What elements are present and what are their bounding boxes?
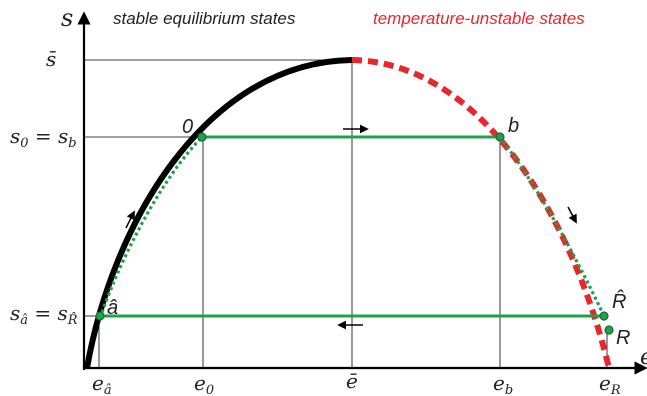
unstable-curve bbox=[351, 57, 612, 369]
point-b-marker bbox=[495, 132, 505, 142]
e-bar-label: ē bbox=[346, 369, 358, 393]
point-R-hat-label: R̂ bbox=[612, 290, 626, 313]
state-points bbox=[95, 132, 614, 335]
x-axis-symbol: e bbox=[640, 345, 647, 370]
eR-label: eR bbox=[599, 371, 621, 396]
point-a-hat-marker bbox=[95, 311, 105, 321]
s0-equals-sb-label: s0 = sb bbox=[10, 124, 77, 151]
stable-curve bbox=[84, 57, 353, 369]
stable-up-arrow-icon bbox=[125, 210, 135, 229]
unstable-states-label: temperature-unstable states bbox=[373, 9, 585, 28]
point-zero-label: 0 bbox=[182, 116, 193, 138]
point-b-label: b bbox=[508, 115, 519, 137]
y-axis-symbol: s bbox=[61, 4, 73, 32]
point-R-hat-marker bbox=[599, 311, 609, 321]
eb-label: eb bbox=[493, 371, 513, 396]
stable-states-label: stable equilibrium states bbox=[113, 9, 296, 28]
reference-lines bbox=[84, 59, 608, 368]
left-dotted-transition bbox=[98, 135, 204, 319]
unstable-down-arrow-icon bbox=[567, 206, 577, 224]
right-dotted-transition bbox=[498, 136, 606, 317]
ea-label: eâ bbox=[92, 371, 112, 396]
e0-label: e0 bbox=[194, 371, 214, 396]
point-R-label: R bbox=[616, 327, 630, 349]
s-bar-label: s̄ bbox=[46, 47, 56, 71]
point-R-marker bbox=[604, 325, 614, 335]
point-zero-marker bbox=[197, 132, 207, 142]
sa-equals-sR-label: sâ = sR̂ bbox=[10, 301, 78, 328]
point-a-hat-label: â bbox=[107, 297, 118, 319]
